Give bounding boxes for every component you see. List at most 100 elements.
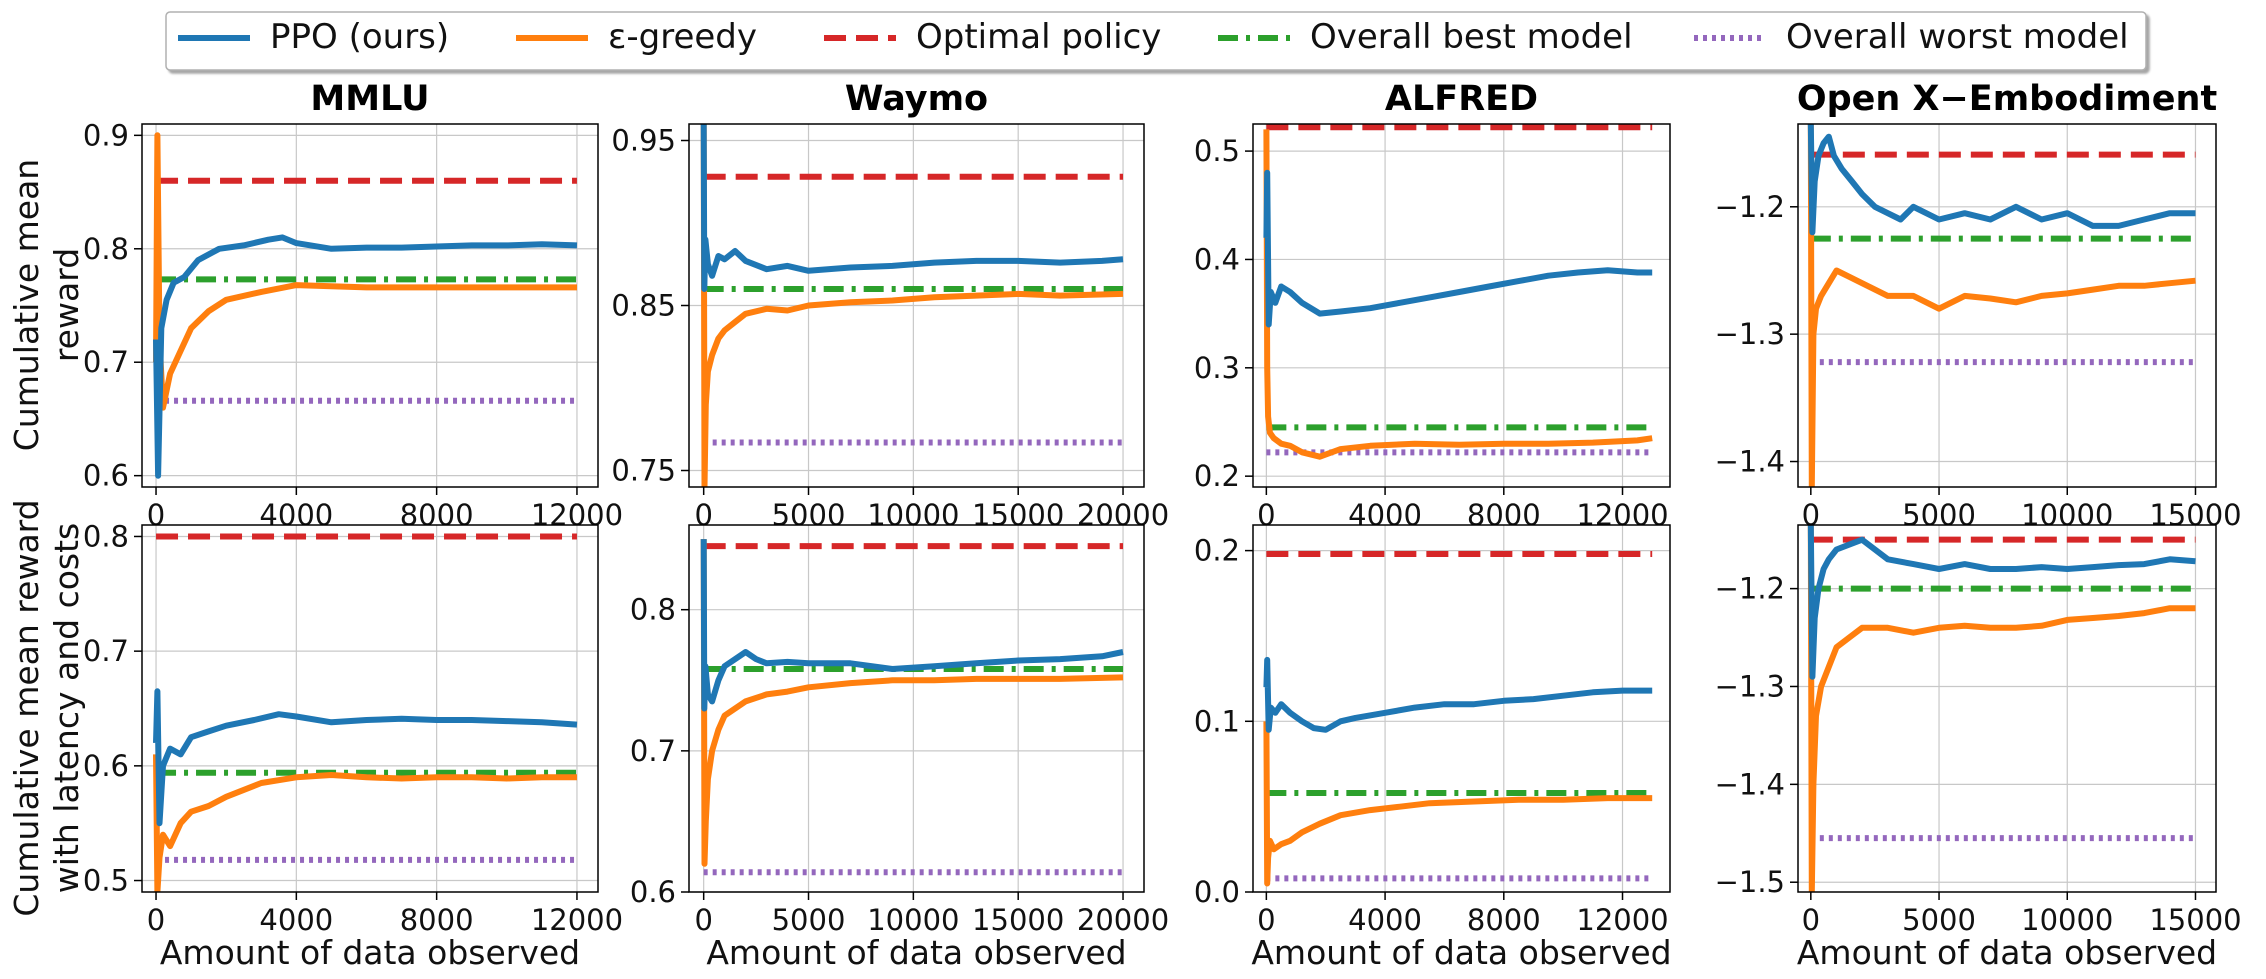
x-tick-label-2: 8000 xyxy=(1467,903,1541,937)
panel-title: Waymo xyxy=(845,79,988,119)
epsilon-greedy-series-line xyxy=(1807,124,2196,487)
axis-labels: Cumulative mean reward Cumulative mean rew… xyxy=(7,159,86,917)
y-tick-label-2: −1.2 xyxy=(1715,190,1785,224)
panel-5: 0 5000 10000 15000 20000 0.6 0.7 0.8 Amount of d… xyxy=(630,524,1169,972)
x-tick-label-0: 0 xyxy=(694,903,712,937)
y-tick-label-2: −1.3 xyxy=(1715,669,1785,703)
epsilon-greedy-series-line xyxy=(153,754,577,892)
plot-area xyxy=(1807,525,2196,892)
plot-area xyxy=(700,539,1124,876)
panel-title: Open X−Embodiment xyxy=(1797,79,2217,119)
y-tick-label-1: −1.4 xyxy=(1715,767,1785,801)
ppo-series-line xyxy=(1263,169,1653,328)
y-tick-label-1: 0.85 xyxy=(611,289,676,323)
epsilon-greedy-series-line xyxy=(1263,129,1653,460)
y-tick-label-2: 0.8 xyxy=(83,232,129,266)
y-tick-label-0: 0.75 xyxy=(611,454,676,488)
ppo-series-line xyxy=(1807,525,2196,680)
panel-6: 0 4000 8000 12000 0.0 0.1 0.2 Amount of data ob… xyxy=(1194,524,1672,972)
legend-label-3: Overall best model xyxy=(1310,17,1633,57)
x-tick-label-1: 5000 xyxy=(1902,903,1976,937)
y-tick-label-0: 0.0 xyxy=(1194,875,1240,909)
panel-4: 0 4000 8000 12000 0.5 0.6 0.7 0.8 Amount of data… xyxy=(83,519,623,972)
epsilon-greedy-series-line xyxy=(1807,525,2196,892)
y-axis-label-row1-line0: Cumulative mean reward xyxy=(7,499,46,916)
x-tick-label-2: 8000 xyxy=(400,903,474,937)
plot-area xyxy=(153,533,578,892)
axes-frame xyxy=(688,524,1145,893)
epsilon-greedy-series-line xyxy=(1263,721,1653,887)
x-tick-label-0: 0 xyxy=(1802,498,1820,532)
x-tick-label-1: 4000 xyxy=(259,903,333,937)
legend-label-1: ε-greedy xyxy=(608,17,757,57)
panel-7: 0 5000 10000 15000 −1.5 −1.4 −1.3 −1.2 Amount of… xyxy=(1715,524,2242,972)
y-tick-label-2: 0.4 xyxy=(1194,242,1240,276)
panel-title: MMLU xyxy=(310,79,429,119)
axes-frame xyxy=(141,123,599,488)
y-tick-label-0: 0.6 xyxy=(630,875,676,909)
plot-area xyxy=(700,124,1124,487)
x-axis-label: Amount of data observed xyxy=(1251,933,1671,972)
y-tick-label-0: −1.5 xyxy=(1715,865,1785,899)
x-tick-label-2: 10000 xyxy=(867,903,959,937)
plot-area xyxy=(1263,551,1653,887)
x-tick-label-3: 12000 xyxy=(531,903,623,937)
y-tick-label-3: −1.2 xyxy=(1715,572,1785,606)
x-tick-label-2: 10000 xyxy=(2021,903,2113,937)
legend-label-2: Optimal policy xyxy=(916,17,1161,57)
ppo-series-line xyxy=(153,688,578,827)
y-tick-label-3: 0.8 xyxy=(83,519,129,553)
ppo-series-line xyxy=(153,234,578,479)
axes-frame xyxy=(1797,123,2217,488)
y-tick-label-2: 0.7 xyxy=(83,634,129,668)
x-tick-label-3: 15000 xyxy=(2149,903,2241,937)
ppo-series-line xyxy=(1807,124,2196,236)
x-axis-label: Amount of data observed xyxy=(160,933,580,972)
x-tick-label-0: 0 xyxy=(1802,903,1820,937)
x-tick-label-0: 0 xyxy=(694,498,712,532)
y-tick-label-2: 0.95 xyxy=(611,124,676,158)
x-tick-label-4: 20000 xyxy=(1077,903,1169,937)
x-tick-label-3: 15000 xyxy=(972,903,1064,937)
x-tick-label-0: 0 xyxy=(147,903,165,937)
epsilon-greedy-series-line xyxy=(700,539,1124,867)
y-tick-label-1: −1.3 xyxy=(1715,317,1785,351)
y-tick-label-1: 0.1 xyxy=(1194,704,1240,738)
ppo-series-line xyxy=(700,124,1124,292)
y-tick-label-3: 0.5 xyxy=(1194,134,1240,168)
x-tick-label-1: 4000 xyxy=(1348,903,1422,937)
y-tick-label-0: −1.4 xyxy=(1715,445,1785,479)
panel-title: ALFRED xyxy=(1385,79,1538,119)
y-tick-label-0: 0.2 xyxy=(1194,459,1240,493)
y-tick-label-1: 0.7 xyxy=(83,345,129,379)
legend-label-0: PPO (ours) xyxy=(270,17,449,57)
axes-frame xyxy=(1252,524,1671,893)
legend-frame xyxy=(165,11,2147,71)
y-tick-label-2: 0.8 xyxy=(630,593,676,627)
x-tick-label-0: 0 xyxy=(147,498,165,532)
axes-frame xyxy=(1797,524,2217,893)
legend: PPO (ours) ε-greedy Optimal policy Overall … xyxy=(165,11,2147,71)
x-axis-label: Amount of data observed xyxy=(706,933,1126,972)
axes-frame xyxy=(1252,123,1671,488)
x-tick-label-0: 0 xyxy=(1257,903,1275,937)
y-tick-label-3: 0.9 xyxy=(83,118,129,152)
x-axis-label: Amount of data observed xyxy=(1797,933,2217,972)
y-tick-label-1: 0.6 xyxy=(83,749,129,783)
y-tick-label-2: 0.2 xyxy=(1194,534,1240,568)
y-axis-label-row0-line1: reward xyxy=(47,248,86,362)
axes-frame xyxy=(141,524,599,893)
plot-area xyxy=(1263,124,1653,460)
x-tick-label-0: 0 xyxy=(1257,498,1275,532)
x-tick-label-1: 5000 xyxy=(772,903,846,937)
epsilon-greedy-series-line xyxy=(153,132,577,411)
ppo-series-line xyxy=(700,539,1124,712)
y-tick-label-0: 0.5 xyxy=(83,864,129,898)
plot-area xyxy=(153,132,578,479)
y-axis-label-row1-line1: with latency and costs xyxy=(47,523,86,893)
